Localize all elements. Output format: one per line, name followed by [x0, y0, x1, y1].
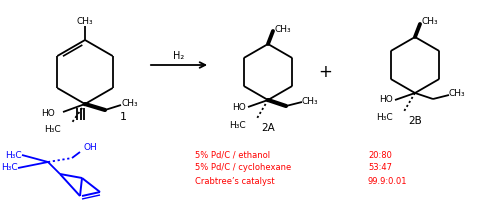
Text: HO: HO — [41, 108, 55, 118]
Text: 5% Pd/C / ethanol: 5% Pd/C / ethanol — [195, 151, 270, 159]
Text: OH: OH — [83, 144, 97, 153]
Text: +: + — [318, 63, 332, 81]
Text: 20:80: 20:80 — [368, 151, 392, 159]
Text: 2B: 2B — [408, 116, 422, 126]
Text: H₃C: H₃C — [230, 121, 246, 129]
Text: 53:47: 53:47 — [368, 164, 392, 172]
Text: CH₃: CH₃ — [76, 17, 94, 26]
Text: Crabtree’s catalyst: Crabtree’s catalyst — [195, 177, 274, 185]
Text: CH₃: CH₃ — [274, 24, 291, 34]
Text: H₃C: H₃C — [376, 114, 393, 123]
Text: 5% Pd/C / cyclohexane: 5% Pd/C / cyclohexane — [195, 164, 291, 172]
Text: CH₃: CH₃ — [302, 97, 318, 106]
Text: H₃C: H₃C — [6, 151, 22, 159]
Text: CH₃: CH₃ — [122, 99, 138, 108]
Text: 99.9:0.01: 99.9:0.01 — [368, 177, 408, 185]
Text: CH₃: CH₃ — [422, 17, 438, 26]
Text: H₃C: H₃C — [44, 125, 61, 134]
Text: CH₃: CH₃ — [448, 90, 466, 99]
Text: 2A: 2A — [261, 123, 275, 133]
Text: HO: HO — [232, 103, 246, 112]
Text: H₂: H₂ — [174, 51, 184, 61]
Text: HO: HO — [380, 95, 393, 105]
Text: H₃C: H₃C — [2, 164, 18, 172]
Text: 1: 1 — [120, 112, 126, 122]
